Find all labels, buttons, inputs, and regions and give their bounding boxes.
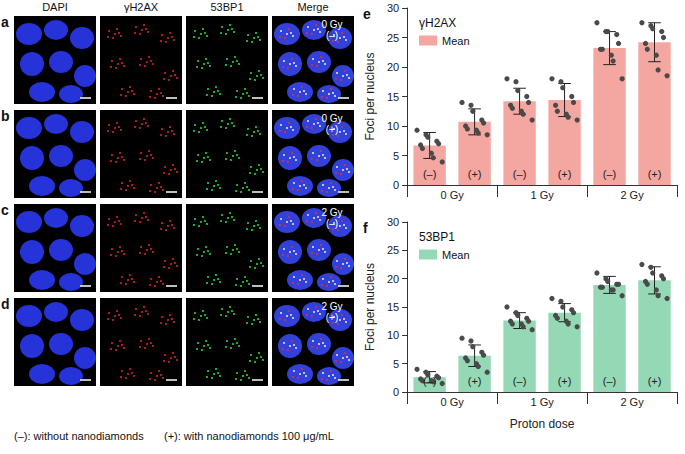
svg-text:Foci per nucleus: Foci per nucleus	[363, 263, 377, 351]
svg-text:(–): (–)	[423, 375, 436, 387]
svg-text:2 Gy: 2 Gy	[620, 396, 644, 408]
svg-text:1 Gy: 1 Gy	[530, 396, 554, 408]
svg-text:5: 5	[393, 358, 399, 370]
svg-text:30: 30	[387, 2, 399, 14]
svg-text:0: 0	[393, 179, 399, 191]
svg-text:(+): (+)	[326, 312, 339, 323]
svg-text:e: e	[363, 6, 371, 22]
html-text:a: a	[1, 14, 9, 30]
svg-text:53BP1: 53BP1	[419, 230, 455, 244]
svg-text:2 Gy: 2 Gy	[321, 301, 342, 312]
svg-text:20: 20	[387, 273, 399, 285]
svg-text:25: 25	[387, 244, 399, 256]
svg-text:(+): (+)	[468, 168, 482, 180]
svg-text:1 Gy: 1 Gy	[530, 189, 554, 201]
svg-text:30: 30	[387, 216, 399, 228]
svg-text:2 Gy: 2 Gy	[321, 207, 342, 218]
svg-text:10: 10	[387, 120, 399, 132]
svg-text:Mean: Mean	[442, 35, 470, 47]
svg-text:(+): (+)	[558, 375, 572, 387]
svg-text:(+): (+)	[648, 375, 662, 387]
svg-text:0 Gy: 0 Gy	[440, 189, 464, 201]
svg-text:5: 5	[393, 150, 399, 162]
svg-text:Mean: Mean	[442, 249, 470, 261]
svg-text:0 Gy: 0 Gy	[440, 396, 464, 408]
svg-text:(+): (+)	[558, 168, 572, 180]
svg-text:15: 15	[387, 301, 399, 313]
html-text:d: d	[1, 296, 10, 312]
html-text:(–): without nanodiamonds: (–): without nanodiamonds	[14, 430, 144, 442]
svg-text:(–): (–)	[513, 168, 526, 180]
html-text:b: b	[1, 108, 10, 124]
svg-text:(+): (+)	[326, 124, 339, 135]
html-text:DAPI: DAPI	[42, 1, 68, 13]
svg-text:0 Gy: 0 Gy	[321, 113, 342, 124]
html-text:(+): with nanodiamonds 100 μg/: (+): with nanodiamonds 100 μg/mL	[164, 430, 334, 442]
svg-text:0: 0	[393, 386, 399, 398]
svg-text:Foci per nucleus: Foci per nucleus	[363, 52, 377, 140]
html-text:γH2AX: γH2AX	[123, 1, 159, 13]
svg-text:25: 25	[387, 32, 399, 44]
svg-text:f: f	[363, 220, 368, 236]
svg-text:Proton dose: Proton dose	[510, 417, 575, 431]
svg-text:(–): (–)	[603, 375, 616, 387]
html-text:c: c	[1, 202, 9, 218]
html-text:53BP1: 53BP1	[210, 1, 244, 13]
svg-text:2 Gy: 2 Gy	[620, 189, 644, 201]
svg-text:(+): (+)	[468, 375, 482, 387]
svg-text:0 Gy: 0 Gy	[321, 19, 342, 30]
svg-text:γH2AX: γH2AX	[419, 16, 456, 30]
svg-text:(–): (–)	[603, 168, 616, 180]
svg-text:(–): (–)	[423, 168, 436, 180]
svg-text:10: 10	[387, 329, 399, 341]
html-text:Merge: Merge	[297, 1, 329, 13]
svg-text:20: 20	[387, 61, 399, 73]
svg-text:15: 15	[387, 91, 399, 103]
svg-text:(–): (–)	[326, 30, 338, 41]
svg-text:(–): (–)	[326, 218, 338, 229]
svg-text:(–): (–)	[513, 375, 526, 387]
svg-text:(+): (+)	[648, 168, 662, 180]
